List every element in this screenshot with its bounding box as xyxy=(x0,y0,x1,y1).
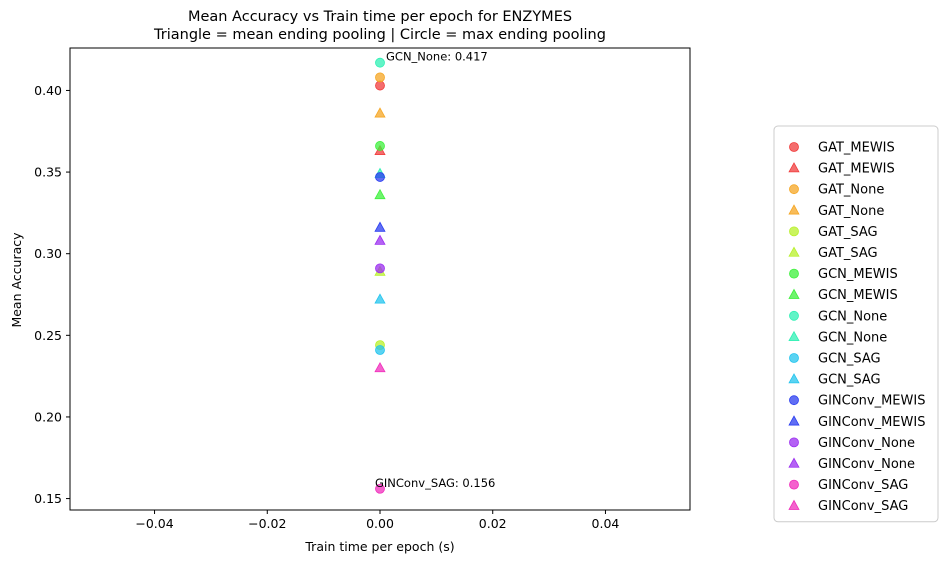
y-tick-label: 0.15 xyxy=(34,491,62,506)
legend-items: GAT_MEWIS GAT_MEWIS GAT_None GAT_None GAT_SA… xyxy=(788,141,925,514)
legend-marker-circle xyxy=(789,395,799,406)
legend-label: GAT_MEWIS xyxy=(818,162,895,177)
x-axis-label: Train time per epoch (s) xyxy=(304,539,454,554)
legend-marker-circle xyxy=(789,268,799,279)
scatter-point-circle xyxy=(375,72,385,83)
legend-label: GCN_SAG xyxy=(818,352,881,367)
legend-marker-circle xyxy=(789,226,799,237)
scatter-point-circle xyxy=(375,483,385,494)
legend-label: GCN_SAG xyxy=(818,373,881,388)
y-axis: 0.15 0.20 0.25 0.30 0.35 0.40 xyxy=(34,83,70,506)
legend-marker-triangle xyxy=(788,457,800,468)
legend-label: GINConv_MEWIS xyxy=(818,415,925,430)
y-tick-label: 0.40 xyxy=(34,83,62,98)
y-tick-label: 0.20 xyxy=(34,409,62,424)
x-tick-label: 0.00 xyxy=(366,516,394,531)
legend-label: GCN_None xyxy=(818,309,887,324)
legend-label: GCN_MEWIS xyxy=(818,267,898,282)
y-tick-label: 0.25 xyxy=(34,328,62,343)
legend-label: GCN_None xyxy=(818,330,887,345)
point-annotation: GINConv_SAG: 0.156 xyxy=(375,476,495,490)
annotations: GCN_None: 0.417 GINConv_SAG: 0.156 xyxy=(375,50,495,490)
scatter-point-circle xyxy=(375,263,385,274)
scatter-point-circle xyxy=(375,172,385,182)
legend-label: GINConv_MEWIS xyxy=(818,394,925,409)
legend-marker-circle xyxy=(789,310,799,321)
x-axis: −0.04 −0.02 0.00 0.02 0.04 xyxy=(135,510,619,531)
y-tick-label: 0.30 xyxy=(34,246,62,261)
legend-marker-triangle xyxy=(788,499,800,510)
scatter-point-triangle xyxy=(374,293,386,304)
legend-label: GINConv_SAG xyxy=(818,478,908,493)
legend-marker-triangle xyxy=(788,246,800,257)
legend-marker-circle xyxy=(789,479,799,490)
x-tick-label: 0.04 xyxy=(592,516,620,531)
legend-marker-triangle xyxy=(788,415,800,426)
legend-marker-circle xyxy=(789,184,799,195)
legend-marker-triangle xyxy=(788,373,800,384)
legend-label: GAT_SAG xyxy=(818,225,878,240)
x-tick-label: −0.02 xyxy=(248,516,286,531)
legend-marker-triangle xyxy=(788,288,800,299)
scatter-point-triangle xyxy=(374,188,386,200)
chart-subtitle: Triangle = mean ending pooling | Circle … xyxy=(153,27,606,43)
legend-label: GINConv_None xyxy=(818,436,915,451)
legend: GAT_MEWIS GAT_MEWIS GAT_None GAT_None GAT_SA… xyxy=(773,125,939,523)
scatter-point-circle xyxy=(375,345,385,355)
scatter-point-circle xyxy=(375,141,385,151)
point-annotation: GCN_None: 0.417 xyxy=(386,50,488,64)
legend-marker-triangle xyxy=(788,330,800,342)
legend-label: GAT_MEWIS xyxy=(818,141,895,156)
legend-label: GAT_None xyxy=(818,183,884,198)
scatter-point-circle xyxy=(375,80,385,91)
y-tick-label: 0.35 xyxy=(34,165,62,180)
legend-label: GINConv_SAG xyxy=(818,499,908,514)
scatter-point-triangle xyxy=(374,361,386,373)
legend-marker-circle xyxy=(789,142,799,152)
legend-label: GAT_None xyxy=(818,204,884,219)
x-tick-label: 0.02 xyxy=(479,516,507,531)
x-tick-label: −0.04 xyxy=(135,516,173,531)
chart-title: Mean Accuracy vs Train time per epoch fo… xyxy=(188,9,572,25)
legend-label: GCN_MEWIS xyxy=(818,288,898,303)
legend-marker-triangle xyxy=(788,204,800,215)
legend-marker-triangle xyxy=(788,162,800,173)
scatter-point-triangle xyxy=(374,107,386,118)
legend-label: GINConv_None xyxy=(818,457,915,472)
scatter-point-triangle xyxy=(374,234,386,245)
scatter-point-triangle xyxy=(374,221,386,232)
scatter-point-circle xyxy=(375,57,385,68)
legend-label: GAT_SAG xyxy=(818,246,878,261)
data-points xyxy=(374,57,386,494)
legend-marker-circle xyxy=(789,353,799,363)
legend-marker-circle xyxy=(789,437,799,448)
legend-box xyxy=(773,125,939,523)
y-axis-label: Mean Accuracy xyxy=(9,232,24,328)
